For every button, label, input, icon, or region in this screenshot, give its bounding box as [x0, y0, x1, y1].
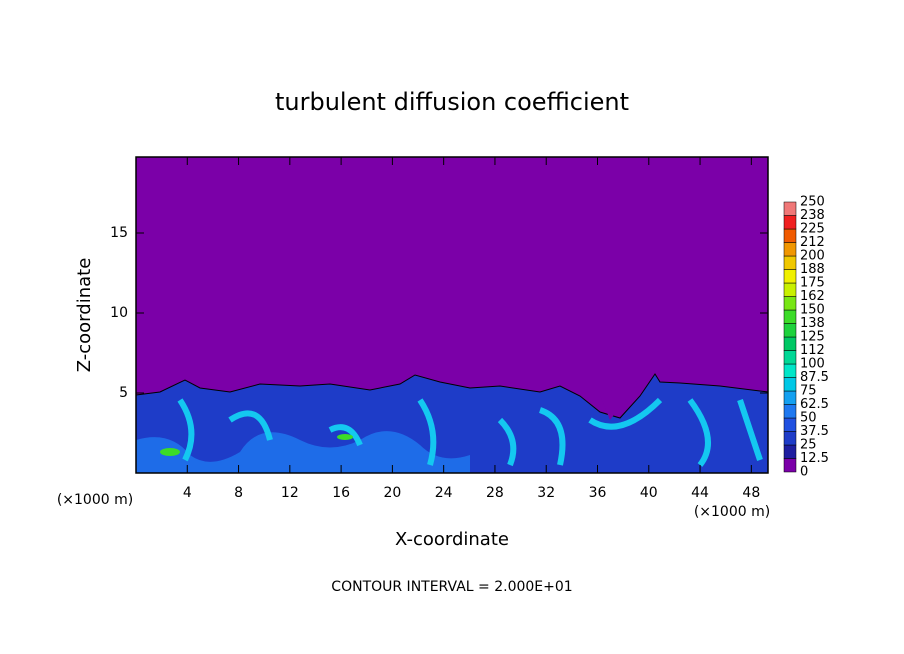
colorbar-tick-label: 37.5 — [800, 424, 829, 439]
x-tick-label: 8 — [234, 485, 243, 501]
colorbar-tick-label: 200 — [800, 249, 825, 264]
colorbar-tick-label: 75 — [800, 384, 817, 399]
colorbar-tick-label: 112 — [800, 343, 825, 358]
y-axis-label: Z-coordinate — [74, 258, 95, 373]
footer: CONTOUR INTERVAL = 2.000E+01 — [331, 579, 572, 595]
colorbar-segment — [783, 201, 797, 216]
colorbar-tick-label: 138 — [800, 316, 825, 331]
x-tick-label: 12 — [281, 485, 299, 501]
x-tick-label: 32 — [537, 485, 555, 501]
colorbar-segment — [783, 417, 797, 432]
colorbar-tick-label: 225 — [800, 222, 825, 237]
colorbar-tick-label: 12.5 — [800, 451, 829, 466]
x-tick-label: 24 — [435, 485, 453, 501]
x-tick-label: 28 — [486, 485, 504, 501]
swirl-peak — [160, 448, 180, 456]
x-tick-label: 36 — [589, 485, 607, 501]
x-tick-label: 40 — [640, 485, 658, 501]
colorbar-segment — [783, 282, 797, 297]
x-axis-label: X-coordinate — [395, 529, 509, 550]
y-tick-label: 5 — [119, 385, 128, 401]
swirl — [136, 431, 470, 473]
colorbar-segment — [783, 363, 797, 378]
colorbar-segment — [783, 336, 797, 351]
colorbar-segment — [783, 350, 797, 365]
colorbar-tick-label: 100 — [800, 357, 825, 372]
colorbar-tick-label: 0 — [800, 465, 808, 480]
colorbar-segment — [783, 269, 797, 284]
colorbar-segment — [783, 309, 797, 324]
colorbar-segment — [783, 404, 797, 419]
swirl-lines — [177, 397, 763, 467]
colorbar-segment — [783, 444, 797, 459]
colorbar-tick-label: 188 — [800, 262, 825, 277]
chart-title: turbulent diffusion coefficient — [275, 88, 629, 116]
y-tick-label: 10 — [110, 305, 128, 321]
plot-frame — [135, 156, 769, 474]
x-unit-label: (×1000 m) — [57, 492, 133, 508]
colorbar-tick-label: 25 — [800, 438, 817, 453]
colorbar-segment — [783, 296, 797, 311]
field — [135, 157, 769, 474]
colorbar-segment — [783, 431, 797, 446]
x-tick-label: 44 — [691, 485, 709, 501]
colorbar-tick-label: 50 — [800, 411, 817, 426]
colorbar-tick-label: 250 — [800, 195, 825, 210]
colorbar-tick-label: 212 — [800, 235, 825, 250]
colorbar-tick-label: 62.5 — [800, 397, 829, 412]
colorbar-segment — [783, 390, 797, 405]
colorbar-segment — [783, 242, 797, 257]
colorbar-tick-label: 125 — [800, 330, 825, 345]
y-tick-label: 15 — [110, 225, 128, 241]
colorbar-tick-label: 87.5 — [800, 370, 829, 385]
colorbar-segment — [783, 228, 797, 243]
colorbar-segment — [783, 377, 797, 392]
x-tick-label: 48 — [742, 485, 760, 501]
x-tick-label: 4 — [183, 485, 192, 501]
x-unit-label: (×1000 m) — [694, 504, 770, 520]
field-gap — [600, 380, 640, 420]
colorbar-tick-label: 238 — [800, 208, 825, 223]
colorbar-segment — [783, 255, 797, 270]
colorbar-segment — [783, 323, 797, 338]
colorbar-segment — [783, 458, 797, 473]
colorbar-segment — [783, 215, 797, 230]
colorbar-tick-label: 175 — [800, 276, 825, 291]
x-tick-label: 16 — [332, 485, 350, 501]
colorbar-tick-label: 162 — [800, 289, 825, 304]
swirl-peak — [337, 434, 353, 440]
colorbar-tick-label: 150 — [800, 303, 825, 318]
x-tick-label: 20 — [383, 485, 401, 501]
